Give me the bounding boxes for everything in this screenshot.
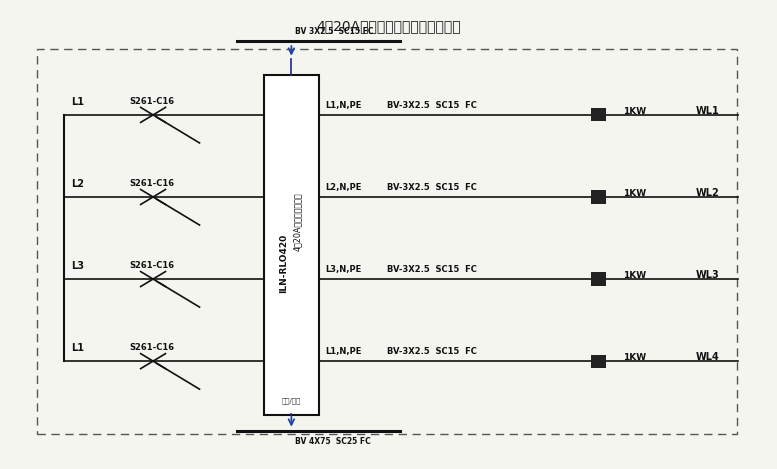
Text: S261-C16: S261-C16	[130, 179, 175, 189]
Bar	[591, 355, 606, 368]
Text: ILN-RLO420: ILN-RLO420	[279, 234, 288, 294]
Text: WL2: WL2	[695, 188, 720, 198]
Text: BV-3X2.5  SC15  FC: BV-3X2.5 SC15 FC	[387, 347, 477, 356]
Text: 1KW: 1KW	[623, 189, 646, 198]
Text: 1KW: 1KW	[623, 106, 646, 116]
Bar	[591, 108, 606, 121]
Text: S261-C16: S261-C16	[130, 97, 175, 106]
Text: L1: L1	[71, 97, 85, 107]
Text: L1,N,PE: L1,N,PE	[325, 101, 361, 110]
Text: BV-3X2.5  SC15  FC: BV-3X2.5 SC15 FC	[387, 101, 477, 110]
Bar	[591, 190, 606, 204]
Text: 1KW: 1KW	[623, 353, 646, 362]
Text: S261-C16: S261-C16	[130, 261, 175, 271]
Text: L2,N,PE: L2,N,PE	[325, 183, 361, 192]
Bar	[591, 272, 606, 286]
Bar	[37, 49, 737, 434]
Text: L3,N,PE: L3,N,PE	[325, 265, 361, 274]
Text: 控制/通讯: 控制/通讯	[282, 398, 301, 404]
Text: S261-C16: S261-C16	[130, 343, 175, 353]
Text: L1: L1	[71, 343, 85, 353]
Text: L1,N,PE: L1,N,PE	[325, 347, 361, 356]
Text: BV 3X2.5  SC15 FC: BV 3X2.5 SC15 FC	[295, 27, 374, 36]
Text: WL4: WL4	[695, 352, 720, 363]
Text: 1KW: 1KW	[623, 271, 646, 280]
Text: WL1: WL1	[695, 106, 720, 116]
Text: WL3: WL3	[695, 270, 720, 280]
Text: BV-3X2.5  SC15  FC: BV-3X2.5 SC15 FC	[387, 265, 477, 274]
Text: L3: L3	[71, 261, 85, 271]
Text: 4路20A智能继电器模块: 4路20A智能继电器模块	[293, 192, 302, 251]
Text: BV 4X75  SC25 FC: BV 4X75 SC25 FC	[295, 437, 371, 446]
Text: BV-3X2.5  SC15  FC: BV-3X2.5 SC15 FC	[387, 183, 477, 192]
Bar	[264, 75, 319, 415]
Text: L2: L2	[71, 179, 85, 189]
Text: 4路20A智能继电器模块一系统图示: 4路20A智能继电器模块一系统图示	[316, 19, 461, 33]
